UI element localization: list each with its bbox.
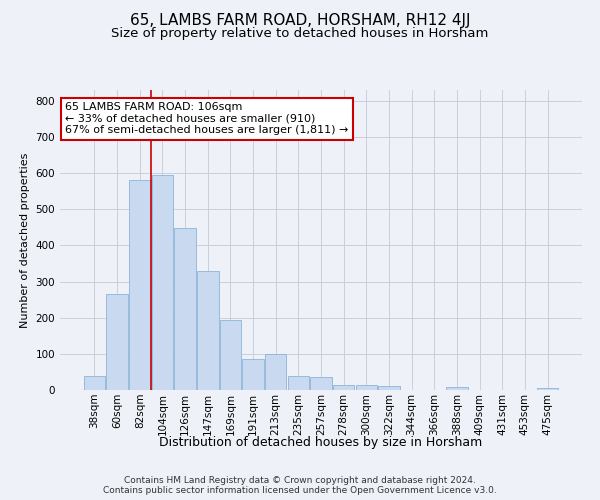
Bar <box>287 376 309 390</box>
Bar <box>356 384 377 390</box>
Bar <box>152 175 173 390</box>
Text: 65 LAMBS FARM ROAD: 106sqm
← 33% of detached houses are smaller (910)
67% of sem: 65 LAMBS FARM ROAD: 106sqm ← 33% of deta… <box>65 102 349 135</box>
Bar <box>220 320 241 390</box>
Bar <box>197 270 218 390</box>
Text: 65, LAMBS FARM ROAD, HORSHAM, RH12 4JJ: 65, LAMBS FARM ROAD, HORSHAM, RH12 4JJ <box>130 12 470 28</box>
Bar <box>333 384 355 390</box>
Bar <box>310 378 332 390</box>
Text: Distribution of detached houses by size in Horsham: Distribution of detached houses by size … <box>160 436 482 449</box>
Bar <box>106 294 128 390</box>
Text: Size of property relative to detached houses in Horsham: Size of property relative to detached ho… <box>112 28 488 40</box>
Text: Contains HM Land Registry data © Crown copyright and database right 2024.
Contai: Contains HM Land Registry data © Crown c… <box>103 476 497 495</box>
Bar <box>265 354 286 390</box>
Bar <box>175 228 196 390</box>
Bar <box>446 387 467 390</box>
Bar <box>84 376 105 390</box>
Y-axis label: Number of detached properties: Number of detached properties <box>20 152 30 328</box>
Bar <box>242 360 264 390</box>
Bar <box>378 386 400 390</box>
Bar <box>537 388 558 390</box>
Bar <box>129 180 151 390</box>
